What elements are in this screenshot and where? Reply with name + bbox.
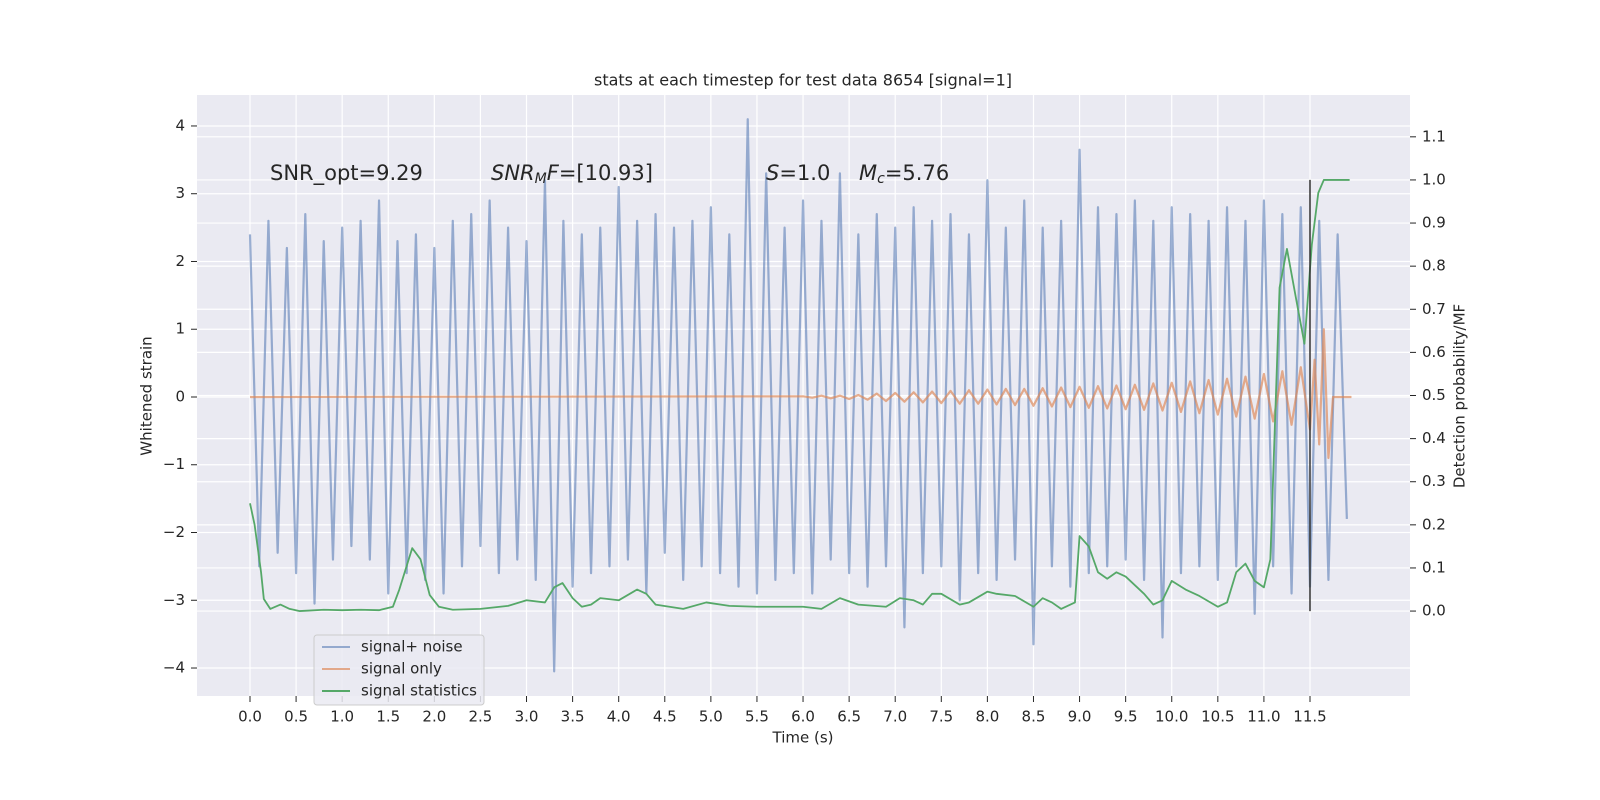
x-tick-label: 5.5 — [745, 708, 769, 726]
x-tick-label: 4.0 — [607, 708, 631, 726]
y-tick-label: 2 — [175, 252, 185, 270]
annotation-part: =5.76 — [885, 161, 949, 185]
x-tick-label: 6.5 — [837, 708, 861, 726]
y2-tick-label: 0.7 — [1422, 300, 1446, 318]
annotation-part: =1.0 — [779, 161, 830, 185]
series-line — [249, 179, 1350, 612]
annotation: SNRMF=[10.93] — [491, 161, 653, 187]
annotation-part: SNR_opt=9.29 — [270, 161, 423, 186]
x-tick-label: 2.0 — [422, 708, 446, 726]
x-tick-label: 10.0 — [1155, 708, 1188, 726]
annotation-part: S — [766, 161, 779, 185]
y2-tick-label: 0.6 — [1422, 343, 1446, 361]
y2-tick-label: 0.2 — [1422, 515, 1446, 533]
series-line — [249, 328, 1352, 460]
x-tick-label: 6.0 — [791, 708, 815, 726]
x-tick-label: 4.5 — [653, 708, 677, 726]
legend-label: signal only — [361, 660, 442, 678]
x-tick-label: 7.5 — [929, 708, 953, 726]
y2-tick-label: 1.1 — [1422, 127, 1446, 145]
x-axis-label: Time (s) — [772, 729, 834, 747]
x-tick-label: 7.0 — [883, 708, 907, 726]
legend-box — [313, 634, 485, 706]
annotations: SNR_opt=9.29 SNRMF=[10.93] S=1.0 Mc=5.76 — [270, 161, 949, 187]
x-tick-label: 9.5 — [1114, 708, 1138, 726]
x-tick-label: 0.0 — [238, 708, 262, 726]
annotation: S=1.0 — [766, 161, 830, 185]
annotation-part: c — [877, 171, 885, 187]
y-axis-label: Whitened strain — [138, 336, 156, 455]
y2-tick-label: 0.9 — [1422, 214, 1446, 232]
marks — [248, 118, 1352, 673]
annotation-part: M — [535, 171, 547, 187]
x-tick-label: 11.5 — [1293, 708, 1326, 726]
annotation-part: =[10.93] — [559, 161, 653, 185]
y-tick-label: −3 — [163, 591, 185, 609]
x-tick-label: 9.0 — [1068, 708, 1092, 726]
x-tick-label: 11.0 — [1247, 708, 1280, 726]
y2-tick-label: 1.0 — [1422, 170, 1446, 188]
y2-axis-label: Detection probability/MF — [1451, 304, 1469, 488]
annotation: SNR_opt=9.29 — [270, 161, 423, 186]
y-tick-label: −1 — [163, 455, 185, 473]
y2-tick-label: 0.4 — [1422, 429, 1446, 447]
y-tick-label: 0 — [175, 387, 185, 405]
y-tick-label: 3 — [175, 184, 185, 202]
x-tick-label: 2.5 — [469, 708, 493, 726]
x-tick-label: 0.5 — [284, 708, 308, 726]
x-tick-label: 8.0 — [975, 708, 999, 726]
y-tick-label: −4 — [163, 659, 185, 677]
annotation-part: F — [547, 161, 560, 185]
annotation-part: M — [859, 161, 877, 185]
x-tick-label: 5.0 — [699, 708, 723, 726]
x-tick-label: 1.0 — [330, 708, 354, 726]
legend-label: signal+ noise — [361, 638, 463, 656]
y-tick-label: 4 — [175, 116, 185, 134]
y-tick-label: −2 — [163, 523, 185, 541]
y2-tick-label: 0.5 — [1422, 386, 1446, 404]
x-tick-label: 3.5 — [561, 708, 585, 726]
y2-tick-label: 0.0 — [1422, 602, 1446, 620]
x-tick-label: 1.5 — [376, 708, 400, 726]
chart-title: stats at each timestep for test data 865… — [594, 71, 1012, 90]
legend-label: signal statistics — [361, 682, 477, 700]
y-tick-label: 1 — [175, 320, 185, 338]
x-tick-label: 3.0 — [515, 708, 539, 726]
y2-tick-label: 0.3 — [1422, 472, 1446, 490]
x-tick-label: 10.5 — [1201, 708, 1234, 726]
annotation: Mc=5.76 — [859, 161, 949, 187]
y2-tick-label: 0.8 — [1422, 257, 1446, 275]
y2-tick-label: 0.1 — [1422, 558, 1446, 576]
legend: signal+ noise signal only signal statistic… — [313, 634, 485, 706]
annotation-part: SNR — [491, 161, 535, 185]
x-tick-label: 8.5 — [1022, 708, 1046, 726]
series-line — [248, 118, 1348, 673]
